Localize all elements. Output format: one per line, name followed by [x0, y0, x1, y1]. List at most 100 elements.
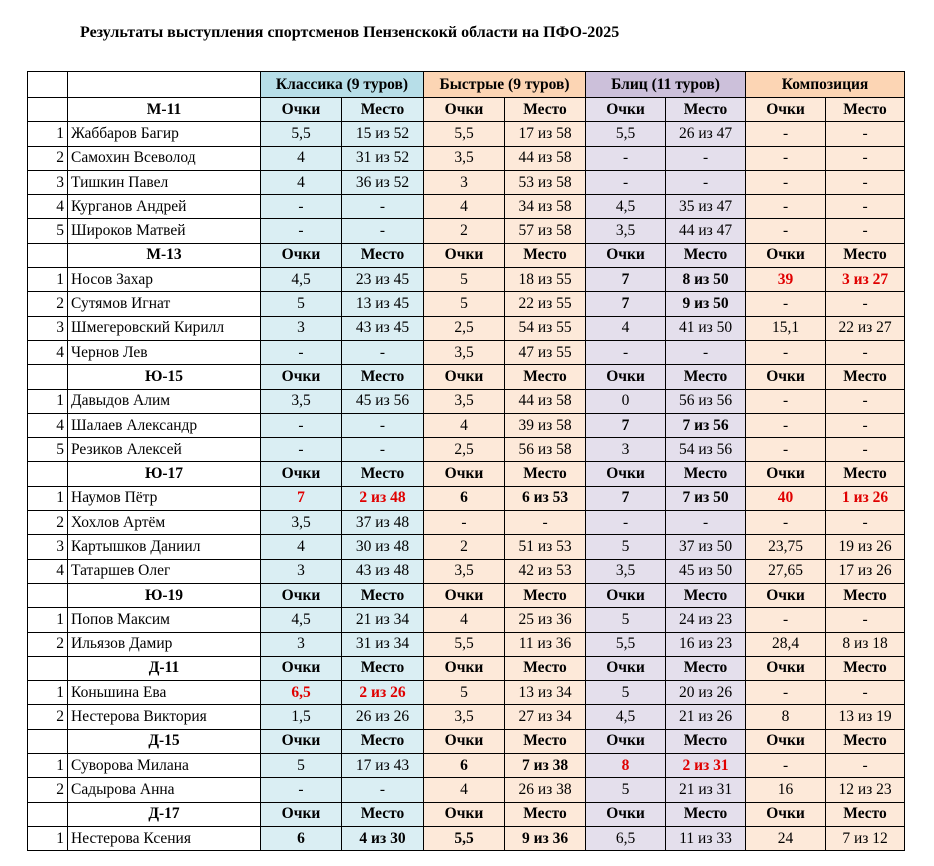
points-cell: 27,65: [745, 558, 827, 584]
column-header: Место: [504, 582, 587, 609]
row-number: 3: [27, 169, 68, 196]
row-number: 1: [27, 825, 68, 852]
athlete-row: 2 Садырова Анна - -4 26 из 38 5 21 из 31 16 12 и…: [27, 777, 906, 803]
place-cell: 13 из 45: [340, 291, 425, 317]
row-number: 2: [27, 631, 68, 657]
group-name: Д-11: [67, 655, 261, 682]
athlete-name: Жаббаров Багир: [67, 121, 261, 147]
place-cell: 26 из 47: [665, 121, 747, 147]
column-header: Очки: [585, 242, 667, 269]
place-cell: 6 из 53: [504, 485, 587, 512]
column-header: Место: [504, 461, 587, 487]
column-header: Место: [504, 96, 587, 123]
column-header: Место: [504, 242, 587, 269]
place-cell: -: [340, 218, 425, 244]
athlete-row: 2 Сутямов Игнат 5 13 из 45 5 22 из 55 7 9 из 50…: [27, 291, 906, 317]
points-cell: -: [260, 777, 342, 803]
athlete-row: 3 Тишкин Павел 4 36 из 52 3 53 из 58- - - -: [27, 169, 906, 196]
column-header: Место: [825, 364, 906, 390]
athlete-row: 1 Наумов Пётр 7 2 из 48 6 6 из 53 7 7 из 50 40 1 …: [27, 485, 906, 512]
row-number: 4: [27, 558, 68, 584]
place-cell: 17 из 58: [504, 121, 587, 147]
place-cell: 42 из 53: [504, 558, 587, 584]
place-cell: 41 из 50: [665, 315, 747, 341]
place-cell: 24 из 23: [665, 607, 747, 633]
athlete-row: 2 Самохин Всеволод 4 31 из 52 3,5 44 из 58- - -…: [27, 145, 906, 171]
page-title: Результаты выступления спортсменов Пензе…: [80, 24, 620, 41]
column-header: Очки: [260, 364, 342, 390]
points-cell: 6: [260, 825, 342, 852]
group-name: М-11: [67, 96, 261, 123]
column-header: Место: [665, 364, 747, 390]
place-cell: 9 из 36: [504, 825, 587, 852]
points-cell: 5,5: [260, 121, 342, 147]
points-cell: 3,5: [423, 145, 506, 171]
athlete-name: Наумов Пётр: [67, 485, 261, 512]
athlete-name: Курганов Андрей: [67, 194, 261, 220]
place-cell: -: [825, 437, 906, 463]
points-cell: 5,5: [423, 631, 506, 657]
column-header: Место: [665, 655, 747, 682]
athlete-row: 5 Резиков Алексей - -2,5 56 из 58 3 54 из 56- -: [27, 437, 906, 463]
points-cell: -: [745, 753, 827, 779]
group-name: Д-17: [67, 801, 261, 827]
section-header: Композиция: [745, 71, 906, 98]
place-cell: 45 из 56: [340, 388, 425, 414]
place-cell: 27 из 34: [504, 704, 587, 730]
place-cell: 39 из 58: [504, 412, 587, 439]
place-cell: 26 из 26: [340, 704, 425, 730]
athlete-row: 2 Ильязов Дамир 3 31 из 34 5,5 11 из 36 5,5 16 …: [27, 631, 906, 657]
points-cell: 5: [423, 267, 506, 293]
place-cell: 54 из 55: [504, 315, 587, 341]
points-cell: 5: [423, 680, 506, 706]
column-header: Очки: [745, 96, 827, 123]
column-header: Очки: [423, 461, 506, 487]
points-cell: -: [260, 218, 342, 244]
column-header: Очки: [260, 96, 342, 123]
place-cell: 21 из 31: [665, 777, 747, 803]
place-cell: 7 из 12: [825, 825, 906, 852]
empty-cell: [27, 655, 68, 682]
place-cell: 20 из 26: [665, 680, 747, 706]
place-cell: 13 из 34: [504, 680, 587, 706]
column-header: Место: [504, 364, 587, 390]
athlete-row: 4 Татаршев Олег 3 43 из 48 3,5 42 из 53 3,5 45 …: [27, 558, 906, 584]
place-cell: 44 из 47: [665, 218, 747, 244]
athlete-name: Давыдов Алим: [67, 388, 261, 414]
group-row: Д-17 Очки Место Очки Место Очки Место Очки Место: [27, 801, 906, 827]
points-cell: 40: [745, 485, 827, 512]
place-cell: 15 из 52: [340, 121, 425, 147]
athlete-row: 1 Суворова Милана 5 17 из 43 6 7 из 38 8 2 из 3…: [27, 753, 906, 779]
athlete-name: Сутямов Игнат: [67, 291, 261, 317]
place-cell: 44 из 58: [504, 145, 587, 171]
column-header: Место: [665, 728, 747, 755]
place-cell: 53 из 58: [504, 169, 587, 196]
row-number: 1: [27, 680, 68, 706]
points-cell: 6,5: [585, 825, 667, 852]
place-cell: 45 из 50: [665, 558, 747, 584]
athlete-name: Хохлов Артём: [67, 510, 261, 536]
points-cell: 28,4: [745, 631, 827, 657]
place-cell: -: [340, 194, 425, 220]
points-cell: 4: [260, 534, 342, 560]
column-header: Очки: [423, 582, 506, 609]
athlete-name: Носов Захар: [67, 267, 261, 293]
place-cell: 47 из 55: [504, 339, 587, 366]
column-header: Очки: [585, 96, 667, 123]
points-cell: 15,1: [745, 315, 827, 341]
column-header: Очки: [585, 801, 667, 827]
points-cell: 5: [585, 777, 667, 803]
athlete-name: Резиков Алексей: [67, 437, 261, 463]
points-cell: 7: [585, 412, 667, 439]
empty-cell: [27, 801, 68, 827]
column-header: Очки: [423, 728, 506, 755]
header-row: Классика (9 туров) Быстрые (9 туров) Блиц …: [27, 71, 906, 98]
empty-cell: [67, 71, 261, 98]
place-cell: 2 из 48: [340, 485, 425, 512]
place-cell: -: [665, 339, 747, 366]
section-header: Быстрые (9 туров): [423, 71, 587, 98]
column-header: Очки: [745, 364, 827, 390]
athlete-row: 1 Нестерова Ксения 6 4 из 30 5,5 9 из 36 6,5 11…: [27, 825, 906, 852]
group-name: М-13: [67, 242, 261, 269]
